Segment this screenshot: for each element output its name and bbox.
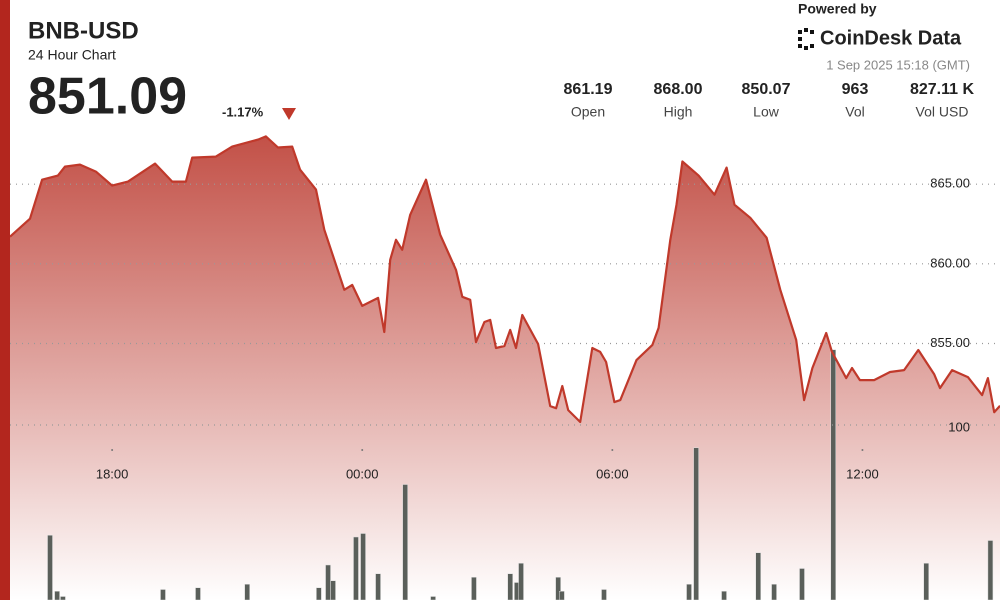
volume-bar <box>507 573 513 600</box>
x-tick <box>111 449 114 451</box>
brand-logo <box>798 28 814 50</box>
price: 851.09 <box>28 68 187 126</box>
volume-bar <box>830 349 837 600</box>
volume-bar <box>923 563 929 600</box>
x-tick <box>361 449 364 451</box>
stat-value: 963 <box>842 81 869 98</box>
stat-label: Vol <box>845 104 864 120</box>
y2-tick-label: 100 <box>948 419 970 434</box>
volume-bar <box>54 591 60 600</box>
volume-bar <box>721 591 727 600</box>
left-border <box>0 0 10 600</box>
stat-label: Vol USD <box>916 104 969 120</box>
title: BNB-USD <box>28 17 139 44</box>
volume-bar <box>987 540 994 600</box>
x-tick-label: 06:00 <box>596 466 629 481</box>
volume-bar <box>353 536 359 600</box>
volume-bar <box>755 552 761 600</box>
volume-bar <box>693 447 699 600</box>
price-line <box>9 135 1000 424</box>
volume-bar <box>160 589 166 600</box>
grid-layer: 855.00 860.00 865.00 100 18:00 00:00 06:00 12:0… <box>10 176 1000 481</box>
volume-bar <box>601 589 607 600</box>
timestamp: 1 Sep 2025 15:18 (GMT) <box>826 57 970 72</box>
y-tick-label: 860.00 <box>930 255 970 270</box>
stat-value: 861.19 <box>564 81 613 98</box>
stat-label: High <box>664 104 693 120</box>
volume-bar <box>316 587 322 600</box>
volume-bar <box>60 596 66 600</box>
powered-by: Powered by <box>798 1 877 17</box>
volume-bar <box>559 591 565 600</box>
x-tick-label: 12:00 <box>846 466 879 481</box>
x-tick-label: 00:00 <box>346 466 379 481</box>
volume-bar <box>430 596 436 600</box>
volume-bar <box>47 535 53 600</box>
volume-bar <box>799 568 805 600</box>
volume-bar <box>330 580 336 600</box>
y-tick-label: 865.00 <box>930 176 970 191</box>
volume-bar <box>325 564 331 600</box>
volume-bar <box>360 533 366 600</box>
price-area <box>10 136 1000 600</box>
y-tick-label: 855.00 <box>930 335 970 350</box>
area-layer <box>10 136 1000 600</box>
subtitle: 24 Hour Chart <box>28 47 116 63</box>
x-tick-label: 18:00 <box>96 466 129 481</box>
volume-bar <box>195 587 201 600</box>
volume-bar <box>244 584 250 600</box>
brand: CoinDesk Data <box>820 27 962 49</box>
stat-value: 827.11 K <box>910 81 975 98</box>
volume-bar <box>375 573 381 600</box>
change: -1.17% <box>222 104 264 119</box>
x-tick <box>861 449 864 451</box>
volume-bar <box>686 584 692 600</box>
stat-label: Open <box>571 104 605 120</box>
stat-label: Low <box>753 104 780 120</box>
volume-layer <box>47 349 994 600</box>
x-tick <box>611 449 614 451</box>
stat-value: 868.00 <box>654 81 703 98</box>
volume-bar <box>771 584 777 600</box>
down-arrow <box>282 108 296 120</box>
volume-bar <box>471 577 477 600</box>
stat-value: 850.07 <box>742 81 791 98</box>
volume-bar <box>555 577 561 600</box>
volume-bar <box>402 484 408 600</box>
volume-bar <box>518 563 524 600</box>
